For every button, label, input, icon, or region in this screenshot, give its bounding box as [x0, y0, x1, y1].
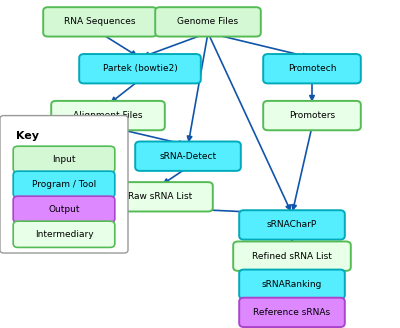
Text: sRNA-Detect: sRNA-Detect: [160, 152, 216, 161]
Text: Alignment Files: Alignment Files: [73, 111, 143, 120]
FancyBboxPatch shape: [155, 7, 261, 36]
FancyBboxPatch shape: [51, 101, 165, 130]
FancyBboxPatch shape: [239, 298, 345, 327]
Text: sRNACharP: sRNACharP: [267, 220, 317, 229]
Text: Program / Tool: Program / Tool: [32, 180, 96, 189]
FancyBboxPatch shape: [43, 7, 157, 36]
FancyBboxPatch shape: [263, 101, 361, 130]
FancyBboxPatch shape: [13, 196, 115, 222]
Text: Intermediary: Intermediary: [35, 230, 93, 239]
Text: Input: Input: [52, 155, 76, 164]
Text: Promotech: Promotech: [288, 64, 336, 73]
Text: Key: Key: [16, 131, 39, 141]
FancyBboxPatch shape: [135, 141, 241, 171]
Text: Output: Output: [48, 205, 80, 214]
Text: Partek (bowtie2): Partek (bowtie2): [103, 64, 177, 73]
FancyBboxPatch shape: [239, 210, 345, 239]
FancyBboxPatch shape: [0, 115, 128, 253]
FancyBboxPatch shape: [13, 146, 115, 173]
Text: Refined sRNA List: Refined sRNA List: [252, 252, 332, 261]
Text: Genome Files: Genome Files: [178, 17, 238, 26]
FancyBboxPatch shape: [263, 54, 361, 83]
FancyBboxPatch shape: [13, 171, 115, 197]
FancyBboxPatch shape: [79, 54, 201, 83]
FancyBboxPatch shape: [233, 241, 351, 271]
Text: sRNARanking: sRNARanking: [262, 280, 322, 289]
FancyBboxPatch shape: [239, 270, 345, 299]
Text: Reference sRNAs: Reference sRNAs: [254, 308, 330, 317]
Text: Raw sRNA List: Raw sRNA List: [128, 192, 192, 201]
FancyBboxPatch shape: [13, 221, 115, 247]
FancyBboxPatch shape: [107, 182, 213, 212]
Text: RNA Sequences: RNA Sequences: [64, 17, 136, 26]
Text: Promoters: Promoters: [289, 111, 335, 120]
